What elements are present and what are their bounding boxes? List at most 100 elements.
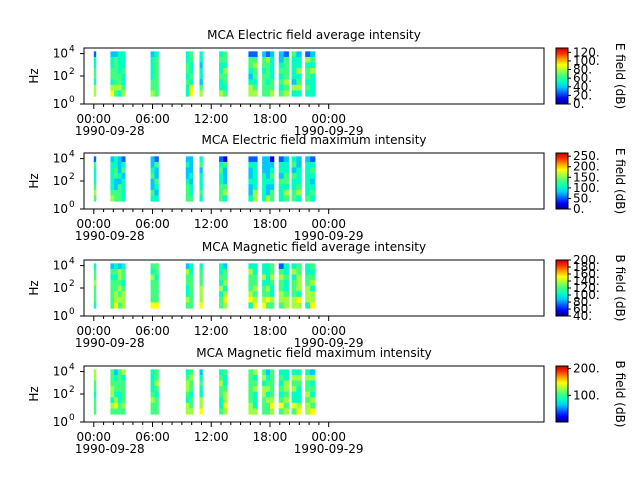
spectrogram-cell (252, 296, 258, 304)
colorbar-label: B field (dB) (613, 255, 627, 322)
spectrogram-cell (248, 380, 254, 387)
x-date-label-start: 1990-09-28 (75, 442, 145, 456)
spectrogram-cell (283, 56, 289, 64)
spectrogram-cell (248, 291, 254, 298)
spectrogram-cell (93, 173, 97, 180)
spectrogram-cell (291, 402, 297, 410)
spectrogram-cell (278, 374, 285, 382)
spectrogram-cell (310, 386, 316, 393)
y-tick-exponent: 4 (69, 363, 75, 373)
spectrogram-cell (305, 156, 311, 163)
spectrogram-cell (222, 178, 228, 185)
spectrogram-cell (117, 274, 122, 281)
spectrogram-cell (185, 184, 190, 191)
spectrogram-cell (150, 189, 155, 197)
spectrogram-cell (219, 51, 224, 58)
spectrogram-cell (199, 391, 203, 398)
spectrogram-cell (252, 90, 258, 97)
spectrogram-cell (252, 189, 258, 197)
spectrogram-cell (117, 195, 122, 202)
spectrogram-cell (278, 397, 285, 404)
spectrogram-cell (283, 397, 289, 404)
spectrogram-cell (305, 79, 311, 86)
spectrogram-cell (189, 178, 194, 185)
spectrogram-cell (117, 291, 122, 298)
spectrogram-cell (121, 189, 126, 197)
spectrogram-cell (252, 167, 258, 174)
spectrogram-cell (266, 195, 271, 202)
spectrogram-cell (219, 189, 224, 197)
data-segment (248, 369, 258, 415)
colorbar-tick-label: 120. (573, 45, 600, 59)
spectrogram-cell (185, 189, 190, 197)
spectrogram-cell (252, 156, 258, 163)
spectrogram-cell (110, 397, 115, 404)
spectrogram-cell (185, 374, 190, 382)
spectrogram-cell (114, 84, 119, 92)
spectrogram-cell (121, 51, 126, 58)
spectrogram-cell (154, 274, 159, 281)
spectrogram-cell (310, 268, 316, 276)
spectrogram-cell (296, 195, 302, 202)
spectrogram-cell (150, 397, 155, 404)
spectrogram-cell (269, 302, 275, 309)
spectrogram-cell (283, 173, 289, 180)
spectrogram-cell (219, 84, 224, 92)
spectrogram-cell (262, 374, 267, 382)
spectrogram-cell (199, 84, 203, 92)
spectrogram-cell (114, 386, 119, 393)
spectrogram-cell (283, 374, 289, 382)
spectrogram-cell (283, 302, 289, 309)
spectrogram-cell (219, 285, 224, 292)
y-tick-exponent: 4 (69, 150, 75, 160)
spectrogram-cell (222, 184, 228, 191)
spectrogram-cell (110, 73, 115, 80)
spectrogram-cell (222, 156, 228, 163)
data-segment (262, 51, 275, 97)
spectrogram-cell (222, 274, 228, 281)
spectrogram-cell (283, 285, 289, 292)
spectrogram-cell (219, 386, 224, 393)
spectrogram-cell (154, 184, 159, 191)
spectrogram-cell (248, 369, 254, 376)
data-segment (305, 51, 316, 97)
spectrogram-cell (189, 291, 194, 298)
spectrogram-cell (199, 274, 203, 281)
spectrogram-cell (269, 263, 275, 270)
spectrogram-cell (199, 79, 203, 86)
spectrogram-cell (278, 90, 285, 97)
spectrogram-cell (305, 84, 311, 92)
spectrogram-cell (185, 195, 190, 202)
spectrogram-cell (262, 402, 267, 410)
spectrogram-cell (219, 73, 224, 80)
spectrogram-cell (266, 62, 271, 69)
spectrogram-cell (117, 285, 122, 292)
spectrogram-cell (114, 68, 119, 75)
spectrogram-cell (269, 62, 275, 69)
spectrogram-cell (262, 397, 267, 404)
spectrogram-cell (266, 302, 271, 309)
spectrogram-cell (154, 178, 159, 185)
spectrogram-cell (291, 195, 297, 202)
spectrogram-cell (269, 189, 275, 197)
spectrogram-cell (222, 386, 228, 393)
spectrogram-cell (110, 374, 115, 382)
spectrogram-cell (93, 369, 97, 376)
spectrogram-cell (199, 189, 203, 197)
spectrogram-cell (252, 73, 258, 80)
spectrogram-cell (296, 274, 302, 281)
spectrogram-cell (248, 173, 254, 180)
y-tick-label: 10 (53, 281, 68, 295)
spectrogram-cell (296, 161, 302, 169)
data-segment (262, 263, 275, 309)
spectrogram-cell (150, 302, 155, 309)
data-segment (93, 263, 97, 309)
y-tick-label: 10 (53, 259, 68, 273)
spectrogram-cell (248, 280, 254, 287)
spectrogram-cell (117, 302, 122, 309)
spectrogram-cell (262, 62, 267, 69)
spectrogram-cell (269, 178, 275, 185)
chart-title: MCA Electric field average intensity (207, 28, 421, 42)
spectrogram-cell (305, 374, 311, 382)
